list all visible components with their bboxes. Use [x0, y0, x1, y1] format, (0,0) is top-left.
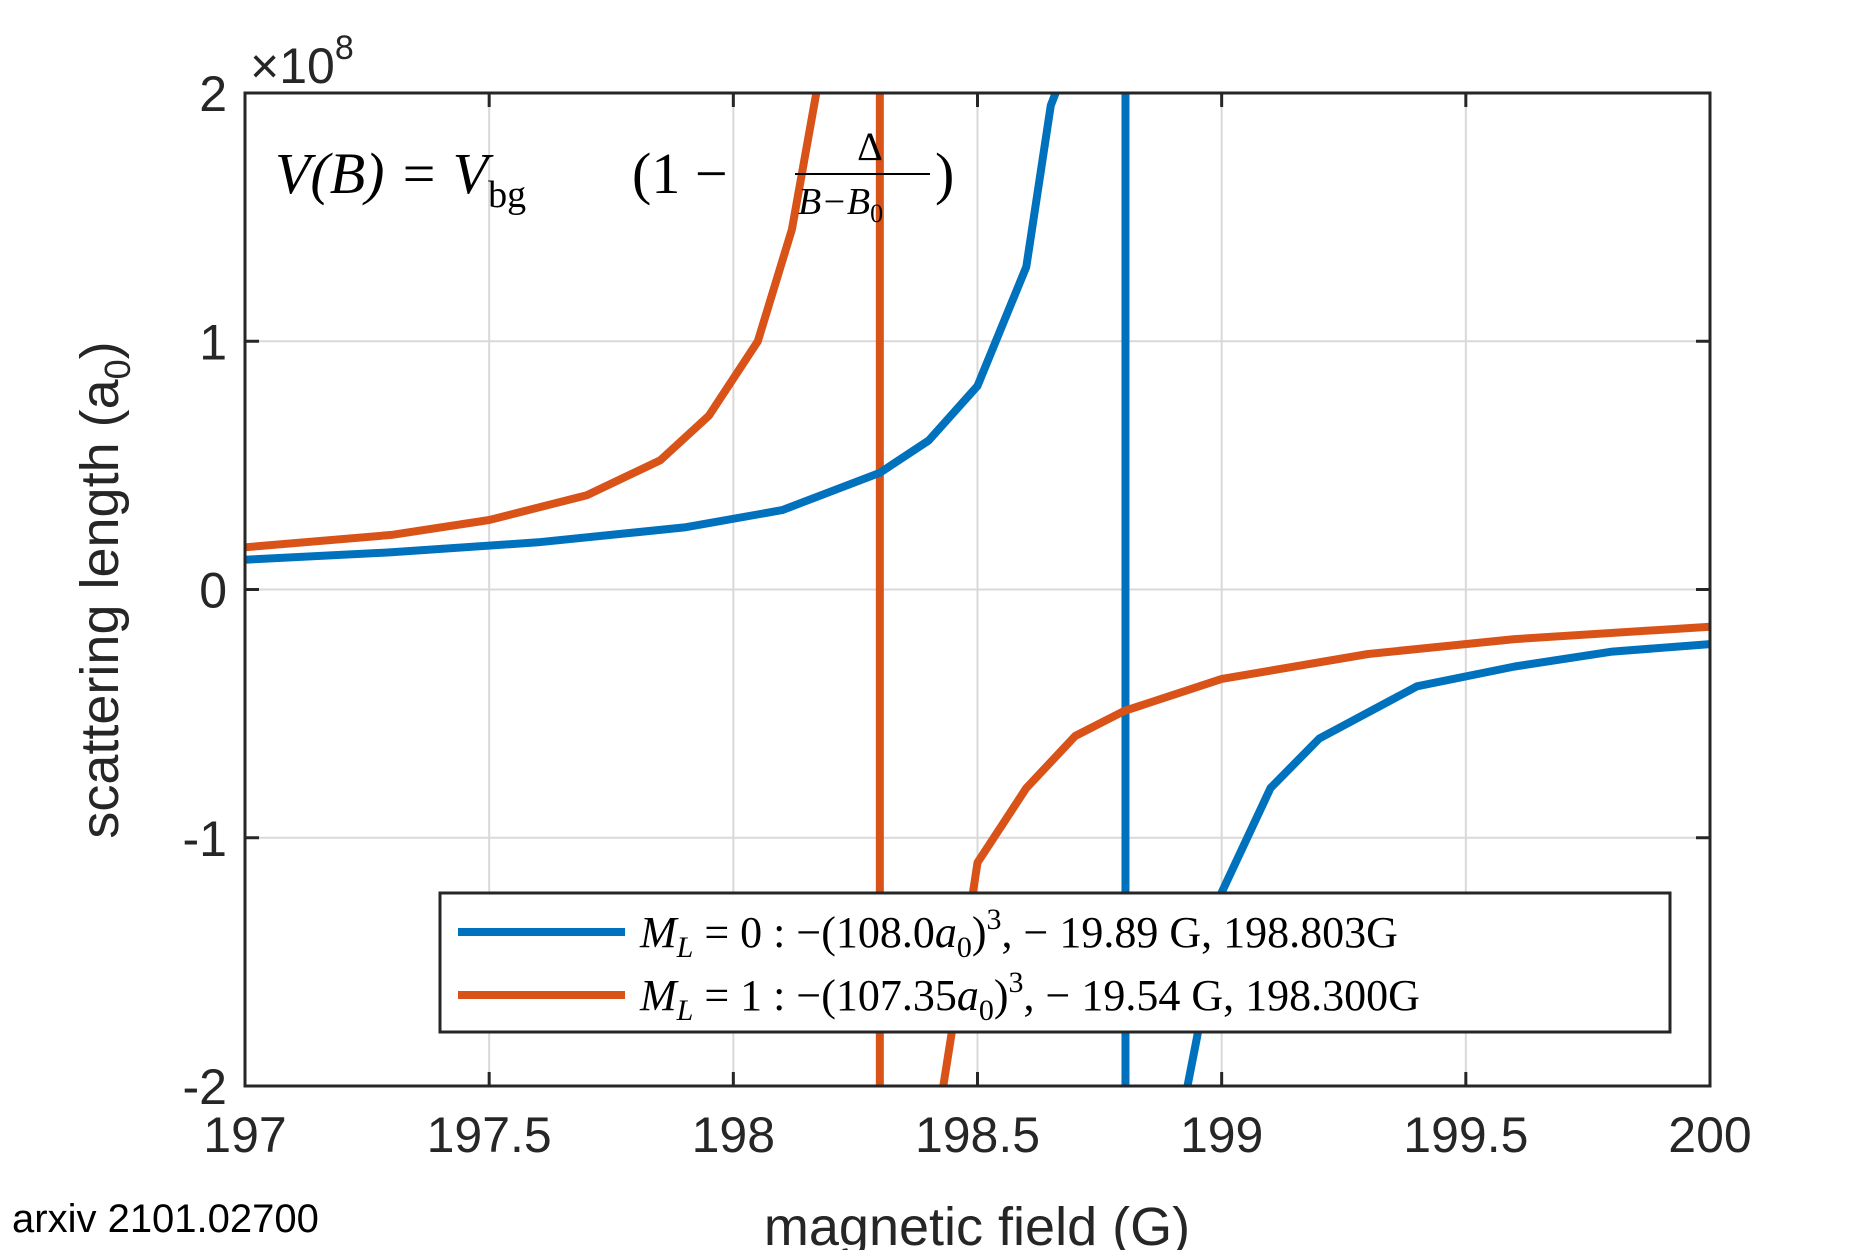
x-tick-label: 200 — [1668, 1107, 1751, 1163]
y-tick-label: -1 — [183, 811, 227, 867]
y-axis-label-close: ) — [70, 341, 130, 359]
y-tick-label: 1 — [199, 314, 227, 370]
formula-annotation: V(B) = Vbg (1 − Δ B−B0 ) — [275, 124, 954, 228]
svg-text:ML = 1 : −(107.35a0)3, − 19.: ML = 1 : −(107.35a0)3, − 19.54 G, 198.30… — [639, 966, 1420, 1027]
y-tick-label: -2 — [183, 1059, 227, 1115]
x-tick-label: 198.5 — [915, 1107, 1040, 1163]
grid-lines — [245, 93, 1710, 1086]
formula-numerator: Δ — [857, 124, 883, 169]
formula-denominator-sub: 0 — [870, 199, 883, 228]
formula-close: ) — [935, 141, 954, 206]
y-tick-label: 2 — [199, 66, 227, 122]
legend-label-series-2-m: M — [639, 971, 679, 1020]
formula-sub: bg — [488, 174, 526, 216]
tick-labels: 197 197.5 198 198.5 199 199.5 200 -2 -1 0 1 2 — [183, 66, 1752, 1163]
y-exponent-label: ×108 — [250, 29, 354, 94]
x-tick-label: 197 — [203, 1107, 286, 1163]
formula-denominator: B−B — [798, 181, 870, 223]
x-tick-label: 199 — [1180, 1107, 1263, 1163]
formula-lhs: V(B) = V — [275, 141, 495, 206]
series-1-branch-1 — [244, 91, 1060, 564]
axis-ticks — [243, 91, 1712, 1088]
x-tick-label: 198 — [692, 1107, 775, 1163]
svg-text:ML = 0 : −(108.0a0)3, − 19.8: ML = 0 : −(108.0a0)3, − 19.89 G, 198.803… — [639, 903, 1398, 964]
source-note: arxiv 2101.02700 — [12, 1197, 319, 1241]
formula-open: (1 − — [632, 141, 728, 206]
y-axis-label-main: scattering length (a — [70, 378, 130, 838]
y-axis-label: scattering length (a0) — [70, 341, 138, 838]
svg-text:V(B) = Vbg: V(B) = Vbg — [275, 141, 526, 216]
y-axis-label-sub: 0 — [97, 359, 138, 379]
legend-box — [438, 891, 1672, 1034]
svg-text:B−B0: B−B0 — [798, 181, 883, 228]
series-2-branch-1 — [244, 92, 821, 552]
svg-text:scattering length (a0): scattering length (a0) — [70, 341, 138, 838]
y-tick-label: 0 — [199, 563, 227, 619]
x-tick-label: 197.5 — [427, 1107, 552, 1163]
x-tick-label: 199.5 — [1403, 1107, 1528, 1163]
x-axis-label: magnetic field (G) — [764, 1197, 1190, 1250]
legend-label-series-1-m: M — [639, 908, 679, 957]
legend: ML = 0 : −(108.0a0)3, − 19.89 G, 198.803… — [438, 891, 1672, 1034]
